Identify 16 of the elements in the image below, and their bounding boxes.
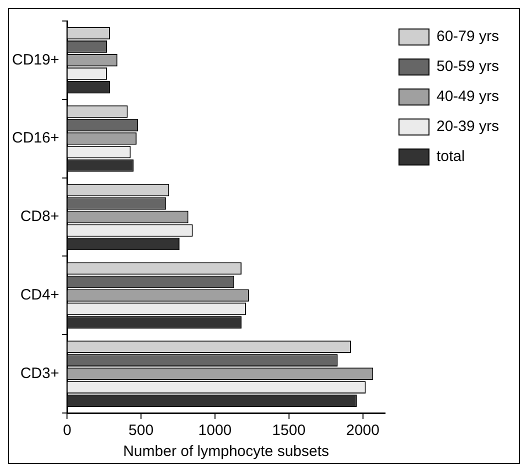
y-tick-label: CD3+: [20, 364, 60, 382]
x-tick-label: 0: [62, 422, 72, 440]
y-tick-label: CD16+: [12, 130, 60, 147]
legend-label: 40-49 yrs: [436, 88, 500, 106]
x-axis-title: Number of lymphocyte subsets: [123, 443, 329, 460]
legend-label: 20-39 yrs: [436, 118, 500, 136]
x-tick-label: 1500: [272, 422, 306, 440]
legend-label: total: [436, 148, 465, 166]
legend-label: 50-59 yrs: [436, 58, 500, 76]
x-tick-label: 500: [128, 422, 154, 440]
y-tick-label: CD4+: [20, 286, 60, 304]
y-tick-label: CD19+: [12, 51, 60, 68]
x-tick-label: 2000: [346, 422, 380, 440]
y-tick-label: CD8+: [20, 208, 60, 226]
legend-label: 60-79 yrs: [436, 28, 500, 46]
x-tick-label: 1000: [198, 422, 232, 440]
